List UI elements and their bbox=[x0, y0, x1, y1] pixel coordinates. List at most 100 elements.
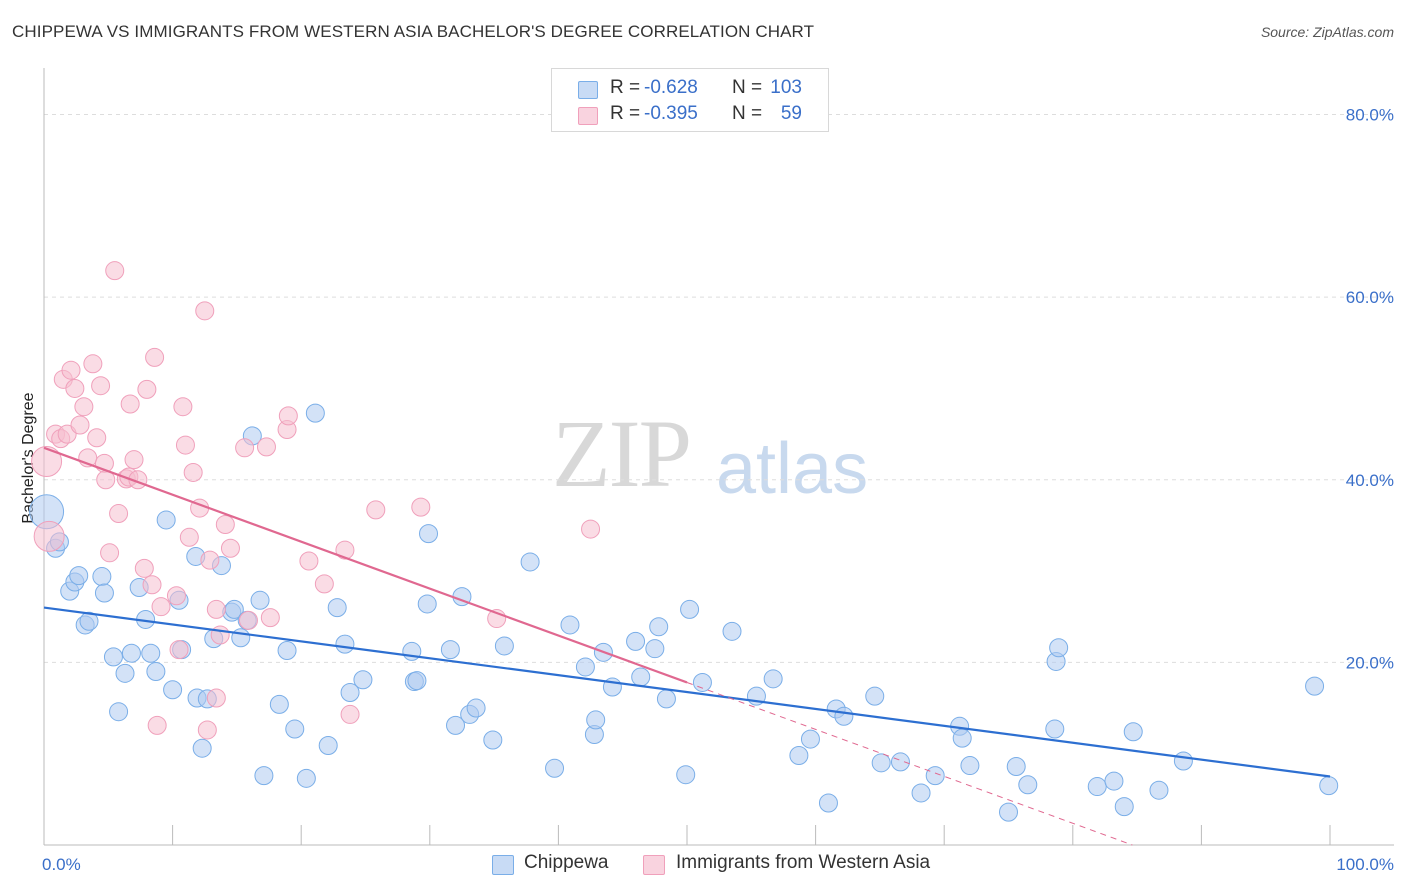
chippewa-point bbox=[250, 590, 270, 610]
y-tick-label: 40.0% bbox=[1346, 471, 1394, 490]
legend-swatch-western-asia bbox=[578, 107, 598, 125]
western-asia-point bbox=[169, 640, 189, 660]
chippewa-point bbox=[103, 647, 123, 667]
legend-r-label: R = bbox=[610, 77, 641, 98]
western-asia-point bbox=[260, 608, 280, 628]
chippewa-point bbox=[1173, 751, 1193, 771]
chippewa-point bbox=[305, 403, 325, 423]
western-asia-point bbox=[206, 688, 226, 708]
legend-n-value: 59 bbox=[780, 103, 802, 124]
chippewa-point bbox=[1149, 780, 1169, 800]
western-asia-point bbox=[137, 379, 157, 399]
chippewa-point bbox=[1319, 776, 1339, 796]
western-asia-point bbox=[210, 625, 230, 645]
chippewa-point bbox=[115, 663, 135, 683]
chippewa-point bbox=[871, 753, 891, 773]
chippewa-point bbox=[231, 628, 251, 648]
western-asia-point bbox=[366, 500, 386, 520]
western-asia-point bbox=[70, 415, 90, 435]
western-asia-point bbox=[151, 597, 171, 617]
chippewa-point bbox=[285, 719, 305, 739]
watermark-atlas: atlas bbox=[716, 429, 869, 509]
western-asia-point bbox=[65, 378, 85, 398]
western-asia-point bbox=[147, 715, 167, 735]
chippewa-point bbox=[327, 598, 347, 618]
chippewa-point bbox=[141, 643, 161, 663]
chippewa-point bbox=[353, 670, 373, 690]
chippewa-point bbox=[1087, 777, 1107, 797]
chippewa-point bbox=[494, 636, 514, 656]
chippewa-point bbox=[676, 765, 696, 785]
western-asia-point bbox=[87, 428, 107, 448]
chippewa-point bbox=[722, 621, 742, 641]
chippewa-point bbox=[890, 752, 910, 772]
chippewa-point bbox=[79, 611, 99, 631]
chippewa-point bbox=[1049, 638, 1069, 658]
chippewa-point bbox=[789, 746, 809, 766]
western-asia-point bbox=[238, 610, 258, 630]
western-asia-point bbox=[335, 540, 355, 560]
western-asia-point bbox=[31, 446, 63, 477]
western-asia-point bbox=[57, 424, 77, 444]
chippewa-point bbox=[645, 639, 665, 659]
chippewa-point bbox=[121, 643, 141, 663]
chippewa-point bbox=[146, 662, 166, 682]
chippewa-point bbox=[254, 766, 274, 786]
western-asia-point bbox=[145, 347, 165, 367]
western-asia-point bbox=[299, 551, 319, 571]
western-asia-point bbox=[109, 504, 129, 524]
chippewa-point bbox=[1006, 756, 1026, 776]
western-asia-point bbox=[200, 550, 220, 570]
western-asia-point bbox=[61, 360, 81, 380]
chippewa-point bbox=[586, 710, 606, 730]
legend-row-western-asia: R = -0.395 N = 59 bbox=[552, 103, 828, 127]
chippewa-point bbox=[631, 667, 651, 687]
western-asia-point bbox=[215, 515, 235, 535]
chippewa-point bbox=[483, 730, 503, 750]
western-asia-point bbox=[74, 397, 94, 417]
y-tick-label: 60.0% bbox=[1346, 288, 1394, 307]
chippewa-trend-line bbox=[43, 606, 1331, 778]
western-asia-point bbox=[134, 558, 154, 578]
bottom-legend-swatch-chippewa bbox=[492, 855, 514, 875]
chippewa-point bbox=[1305, 676, 1325, 696]
western-asia-trend-line bbox=[43, 446, 688, 684]
chippewa-point bbox=[818, 793, 838, 813]
western-asia-point bbox=[105, 261, 125, 281]
chippewa-point bbox=[419, 524, 439, 544]
chippewa-point bbox=[656, 689, 676, 709]
chippewa-point bbox=[440, 640, 460, 660]
source-label: Source: ZipAtlas.com bbox=[1260, 24, 1394, 40]
chippewa-point bbox=[446, 715, 466, 735]
legend-swatch-chippewa bbox=[578, 81, 598, 99]
western-asia-point bbox=[100, 543, 120, 563]
y-tick-label: 80.0% bbox=[1346, 106, 1394, 125]
western-asia-point bbox=[235, 438, 255, 458]
chippewa-point bbox=[269, 694, 289, 714]
chippewa-point bbox=[94, 583, 114, 603]
western-asia-point bbox=[124, 450, 144, 470]
chippewa-point bbox=[92, 567, 112, 587]
legend-r-value: -0.395 bbox=[644, 103, 698, 124]
chippewa-point bbox=[800, 729, 820, 749]
x-tick-label: 100.0% bbox=[1336, 855, 1394, 874]
chippewa-point bbox=[335, 634, 355, 654]
western-asia-point bbox=[166, 586, 186, 606]
chippewa-point bbox=[1104, 771, 1124, 791]
chippewa-point bbox=[865, 686, 885, 706]
chippewa-point bbox=[277, 641, 297, 661]
western-asia-point bbox=[220, 538, 240, 558]
chippewa-point bbox=[69, 566, 89, 586]
legend-n-label: N = bbox=[732, 103, 763, 124]
western-asia-point bbox=[581, 519, 601, 539]
chippewa-point bbox=[163, 680, 183, 700]
western-asia-point bbox=[195, 301, 215, 321]
chippewa-point bbox=[575, 657, 595, 677]
chippewa-point bbox=[1123, 722, 1143, 742]
chippewa-point bbox=[340, 683, 360, 703]
western-asia-point bbox=[175, 435, 195, 455]
western-asia-point bbox=[179, 527, 199, 547]
chippewa-point bbox=[649, 617, 669, 637]
watermark-zip: ZIP bbox=[552, 400, 692, 507]
chippewa-point bbox=[1018, 775, 1038, 795]
